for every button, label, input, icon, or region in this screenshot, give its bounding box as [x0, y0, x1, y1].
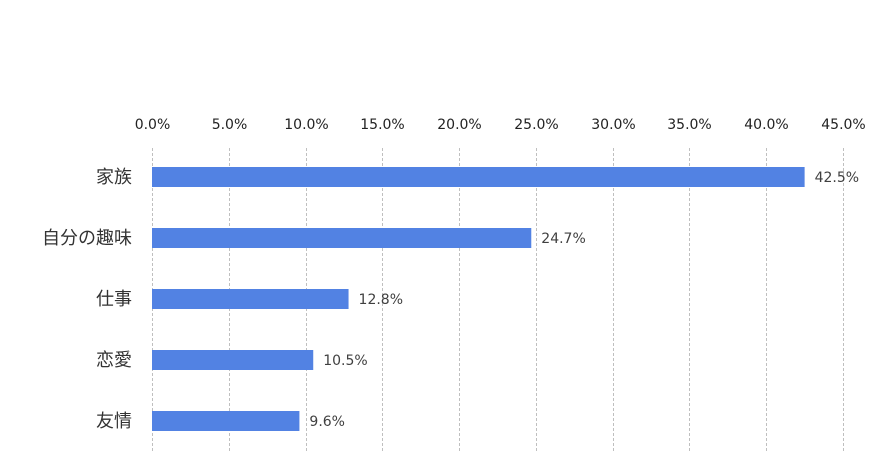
x-tick-label: 40.0%: [744, 117, 788, 133]
x-tick-label: 20.0%: [437, 117, 481, 133]
x-tick-label: 5.0%: [212, 117, 248, 133]
bar: [152, 289, 349, 309]
x-axis-ticks: 0.0% 5.0% 10.0% 15.0% 20.0% 25.0% 30.0% 35.0% 40…: [135, 117, 866, 133]
x-tick-label: 35.0%: [667, 117, 711, 133]
data-label: 12.8%: [359, 292, 403, 308]
category-label: 友情: [96, 411, 132, 432]
category-label: 自分の趣味: [42, 228, 132, 249]
x-tick-label: 0.0%: [135, 117, 171, 133]
bar: [152, 167, 805, 187]
data-label: 24.7%: [541, 231, 585, 247]
x-tick-label: 25.0%: [514, 117, 558, 133]
data-label: 42.5%: [815, 170, 859, 186]
x-tick-label: 30.0%: [591, 117, 635, 133]
bar: [152, 350, 314, 370]
x-tick-label: 10.0%: [284, 117, 328, 133]
category-label: 仕事: [96, 289, 132, 310]
category-label: 家族: [96, 167, 132, 188]
category-label: 恋愛: [96, 349, 132, 371]
x-tick-label: 15.0%: [360, 117, 404, 133]
data-label: 10.5%: [323, 353, 367, 369]
bar: [152, 411, 300, 431]
data-labels: 42.5% 24.7% 12.8% 10.5% 9.6%: [309, 170, 859, 430]
bars: [152, 167, 805, 431]
x-tick-label: 45.0%: [821, 117, 865, 133]
data-label: 9.6%: [309, 414, 345, 430]
bar: [152, 228, 532, 248]
